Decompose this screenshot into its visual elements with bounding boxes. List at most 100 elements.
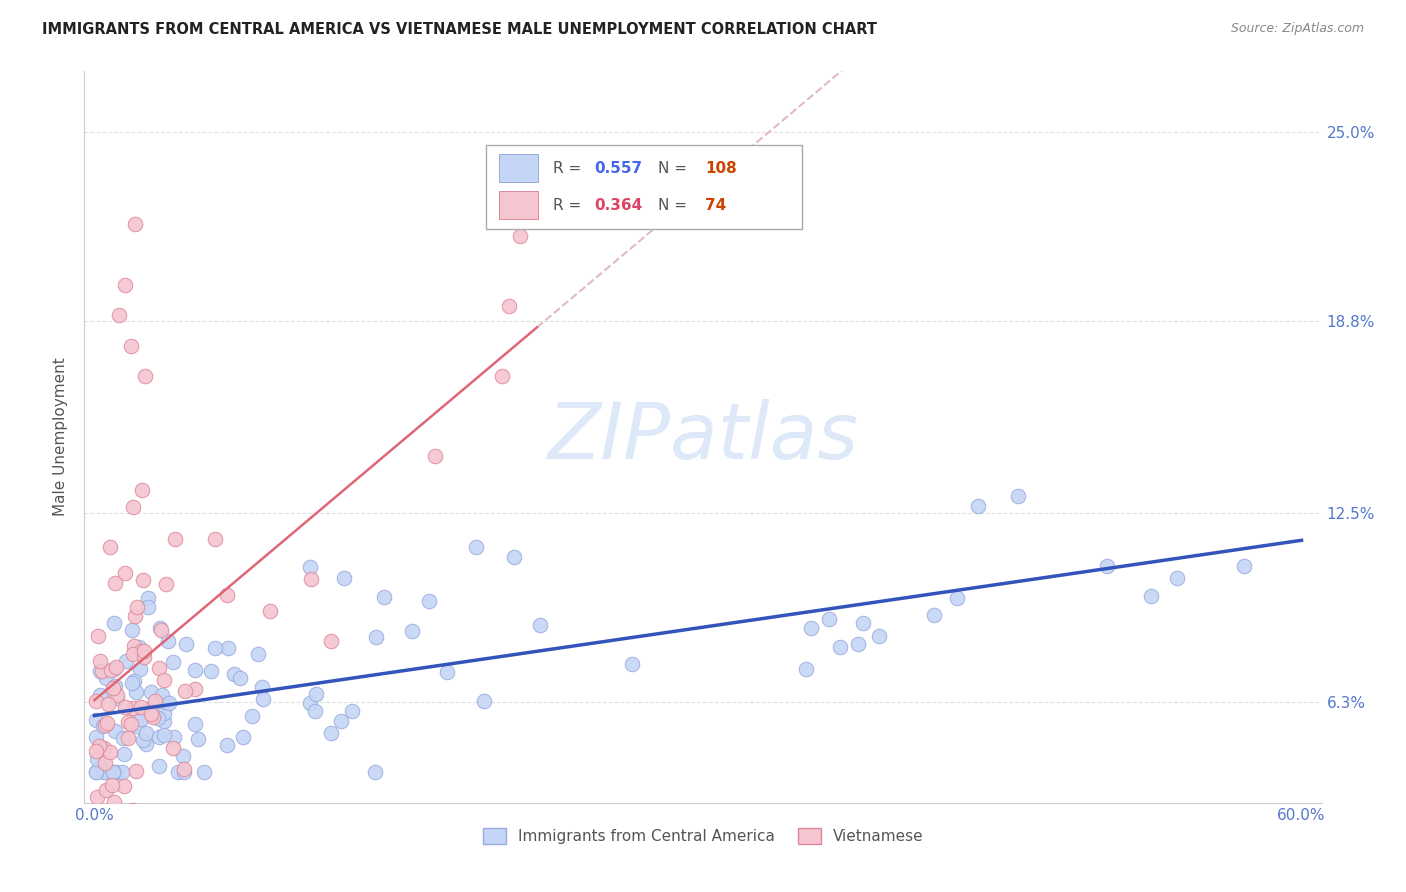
Point (149, 621, 172, 635)
Point (89, 811, 111, 825)
Point (148, 730, 170, 744)
Point (153, 714, 176, 728)
Point (120, 339, 142, 353)
Point (204, 641, 226, 656)
Point (165, 532, 187, 546)
Point (364, 765, 387, 780)
Point (162, 740, 184, 755)
Point (373, 590, 395, 604)
Point (114, 700, 136, 714)
Point (114, 566, 136, 581)
Point (122, 647, 145, 661)
Point (135, 725, 157, 739)
Point (100, 663, 122, 677)
Point (136, 591, 159, 606)
Point (94, 783, 117, 797)
Point (215, 588, 238, 602)
Point (228, 671, 250, 685)
Text: IMMIGRANTS FROM CENTRAL AMERICA VS VIETNAMESE MALE UNEMPLOYMENT CORRELATION CHAR: IMMIGRANTS FROM CENTRAL AMERICA VS VIETN… (42, 22, 877, 37)
Point (252, 680, 274, 694)
Point (139, 707, 162, 722)
Point (152, 706, 174, 720)
Point (122, 803, 145, 817)
Text: 74: 74 (706, 197, 727, 212)
FancyBboxPatch shape (486, 145, 801, 228)
Point (114, 780, 136, 794)
Point (794, 662, 817, 676)
Point (418, 594, 440, 608)
Point (240, 709, 263, 723)
Point (148, 661, 170, 675)
Point (134, 644, 156, 658)
Point (114, 277, 136, 292)
Point (143, 694, 166, 708)
Point (86, 765, 108, 780)
Point (117, 731, 139, 746)
Point (89, 811, 111, 825)
Point (299, 560, 322, 574)
Point (156, 634, 179, 648)
Point (204, 533, 226, 547)
Point (423, 449, 446, 463)
Point (100, 778, 122, 792)
Point (120, 717, 142, 731)
Point (105, 690, 128, 705)
Point (193, 765, 215, 780)
Point (111, 765, 134, 780)
Point (129, 713, 152, 727)
Text: Source: ZipAtlas.com: Source: ZipAtlas.com (1230, 22, 1364, 36)
Point (153, 728, 176, 742)
Point (1233, 559, 1256, 574)
Point (173, 684, 195, 698)
Point (148, 759, 170, 773)
Point (105, 688, 128, 702)
Text: N =: N = (658, 161, 692, 176)
Point (340, 704, 363, 718)
Point (509, 229, 531, 244)
Point (101, 684, 124, 698)
Point (121, 675, 143, 690)
Point (1007, 489, 1029, 503)
Point (319, 634, 342, 648)
Point (259, 604, 281, 618)
Point (174, 637, 197, 651)
Point (125, 600, 148, 615)
Point (94, 671, 117, 685)
Point (157, 697, 180, 711)
Point (122, 500, 145, 515)
Point (153, 673, 176, 688)
Point (173, 765, 195, 780)
Point (252, 692, 274, 706)
Point (111, 731, 134, 746)
Point (800, 621, 823, 635)
Point (125, 764, 148, 778)
Point (173, 762, 195, 776)
Point (117, 714, 139, 729)
Point (103, 662, 125, 676)
Point (868, 629, 890, 643)
Point (93, 740, 115, 755)
Point (142, 710, 165, 724)
Point (93, 765, 115, 780)
Point (86, 752, 108, 766)
Point (232, 730, 254, 744)
Point (298, 696, 321, 710)
Point (98, 745, 121, 759)
Point (155, 577, 177, 591)
Point (89, 688, 111, 702)
Point (319, 726, 342, 740)
Point (121, 624, 143, 638)
Point (128, 640, 150, 655)
Point (222, 667, 245, 681)
Point (134, 369, 156, 384)
Point (846, 637, 869, 651)
Point (333, 571, 356, 585)
Point (94, 717, 117, 731)
Point (149, 623, 172, 637)
Point (173, 749, 195, 764)
Point (1095, 559, 1118, 574)
Point (136, 702, 159, 716)
Point (125, 685, 148, 699)
Point (217, 640, 239, 655)
Point (104, 723, 127, 738)
